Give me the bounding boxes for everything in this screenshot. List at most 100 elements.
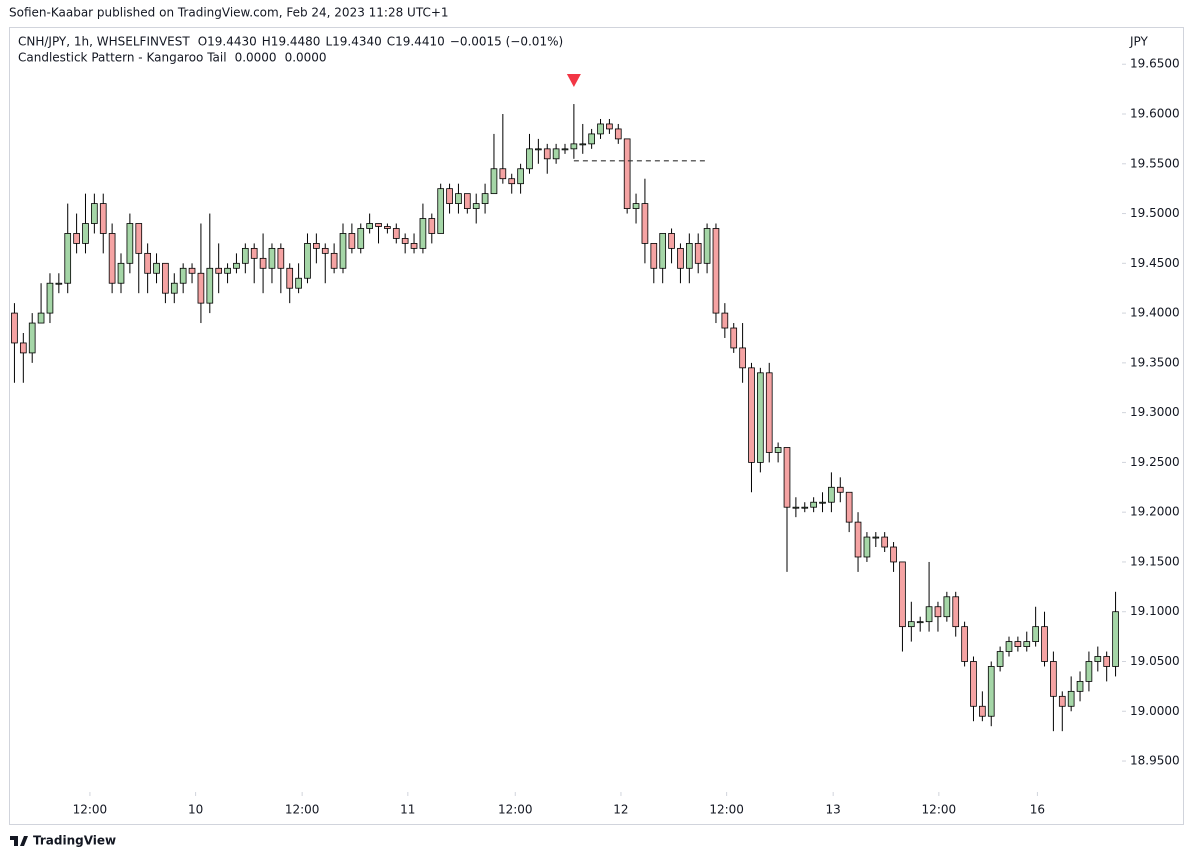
candle-body — [1076, 680, 1084, 692]
published-note: Sofien-Kaabar published on TradingView.c… — [9, 6, 449, 20]
candle-body — [1067, 690, 1075, 707]
candle-body — [1050, 661, 1057, 697]
y-tick-label: 19.0500 — [1130, 654, 1180, 668]
candle-body — [153, 262, 160, 274]
x-tick-label: 12:00 — [709, 803, 744, 817]
candle-body — [188, 267, 196, 274]
candle-body — [28, 322, 36, 354]
brand: TradingView — [33, 834, 116, 848]
candle-body — [845, 491, 853, 523]
candle-body — [801, 506, 809, 509]
y-tick-label: 18.9500 — [1130, 754, 1180, 768]
candle-body — [685, 243, 693, 269]
candle-body — [979, 705, 986, 717]
candle-body — [961, 626, 968, 662]
x-tick-label: 16 — [1030, 803, 1045, 817]
candle-body — [410, 243, 418, 249]
candle-body — [215, 267, 223, 274]
candle-body — [668, 233, 675, 249]
candle-body — [721, 312, 729, 329]
candle-body — [206, 267, 214, 304]
y-tick-label: 19.5500 — [1130, 156, 1180, 170]
candle-body — [1085, 661, 1093, 682]
candle-body — [99, 203, 107, 234]
y-tick-label: 19.5000 — [1130, 206, 1180, 220]
candle-body — [304, 243, 311, 279]
ohlc-label: −0.0015 (−0.01%) — [450, 35, 563, 49]
pane-border — [9, 27, 1184, 825]
candle-body — [730, 327, 738, 349]
candle-body — [526, 148, 533, 170]
candle-body — [46, 282, 54, 314]
candle-body — [659, 233, 667, 269]
candle-body — [357, 228, 365, 249]
x-tick-label: 13 — [826, 803, 841, 817]
candle-body — [268, 247, 276, 269]
candle-body — [907, 621, 915, 628]
candle-body — [135, 223, 143, 254]
candle-body — [1058, 695, 1066, 707]
candle-body — [854, 521, 862, 558]
ohlc-label: L19.4340 — [325, 35, 381, 49]
candle-body — [1112, 611, 1119, 667]
candle-body — [872, 536, 880, 539]
candle-body — [481, 193, 489, 204]
y-tick-label: 19.2500 — [1130, 455, 1180, 469]
candle-body — [943, 596, 951, 618]
candle-body — [55, 282, 63, 285]
candle-body — [641, 203, 649, 244]
candle-body — [561, 148, 569, 151]
candle-body — [463, 193, 471, 209]
candle-body — [828, 486, 835, 503]
candle-body — [1023, 641, 1031, 647]
candle-body — [508, 178, 516, 185]
candle-body — [552, 148, 560, 160]
candle-body — [384, 226, 391, 229]
candle-body — [82, 223, 89, 244]
y-tick-label: 19.3500 — [1130, 355, 1180, 369]
candle-body — [597, 123, 604, 135]
candle-body — [144, 252, 151, 274]
candle-body — [792, 506, 800, 509]
y-tick-label: 19.2000 — [1130, 505, 1180, 519]
candle-body — [925, 606, 933, 623]
candle-body — [739, 347, 746, 369]
candle-body — [197, 272, 205, 304]
candle-body — [91, 203, 98, 224]
candle-body — [987, 666, 995, 717]
candle-body — [64, 233, 72, 284]
candle-body — [401, 238, 409, 244]
candle-body — [1041, 626, 1048, 662]
candle-body — [916, 621, 924, 624]
y-tick-label: 19.6000 — [1130, 107, 1180, 121]
candle-body — [313, 243, 320, 249]
candle-body — [774, 447, 782, 453]
signal-marker — [566, 74, 581, 88]
y-tick-label: 19.4500 — [1130, 256, 1180, 270]
candle-body — [757, 372, 764, 463]
candle-body — [694, 243, 702, 264]
candle-body — [996, 651, 1004, 667]
candle-body — [339, 233, 347, 269]
y-tick-label: 19.6500 — [1130, 57, 1180, 71]
candle-body — [570, 143, 578, 150]
candle-body — [543, 148, 551, 160]
candle-body — [748, 367, 755, 463]
candle-body — [1014, 641, 1022, 647]
candle-body — [579, 143, 587, 146]
candle-body — [472, 203, 480, 209]
candle-body — [277, 247, 285, 269]
candle-body — [170, 282, 178, 294]
candle-body — [330, 252, 338, 269]
candle-body — [1094, 656, 1102, 662]
candle-body — [765, 372, 773, 453]
candle-body — [295, 277, 302, 289]
indicator-name: Candlestick Pattern - Kangaroo Tail — [18, 51, 227, 65]
y-tick-label: 19.3000 — [1130, 405, 1180, 419]
symbol: CNH/JPY, 1h, WHSELFINVEST — [18, 35, 190, 49]
candle-body — [366, 223, 373, 229]
candle-body — [535, 148, 542, 151]
candle-body — [117, 262, 125, 284]
candle-body — [392, 228, 400, 239]
candle-body — [126, 223, 134, 264]
